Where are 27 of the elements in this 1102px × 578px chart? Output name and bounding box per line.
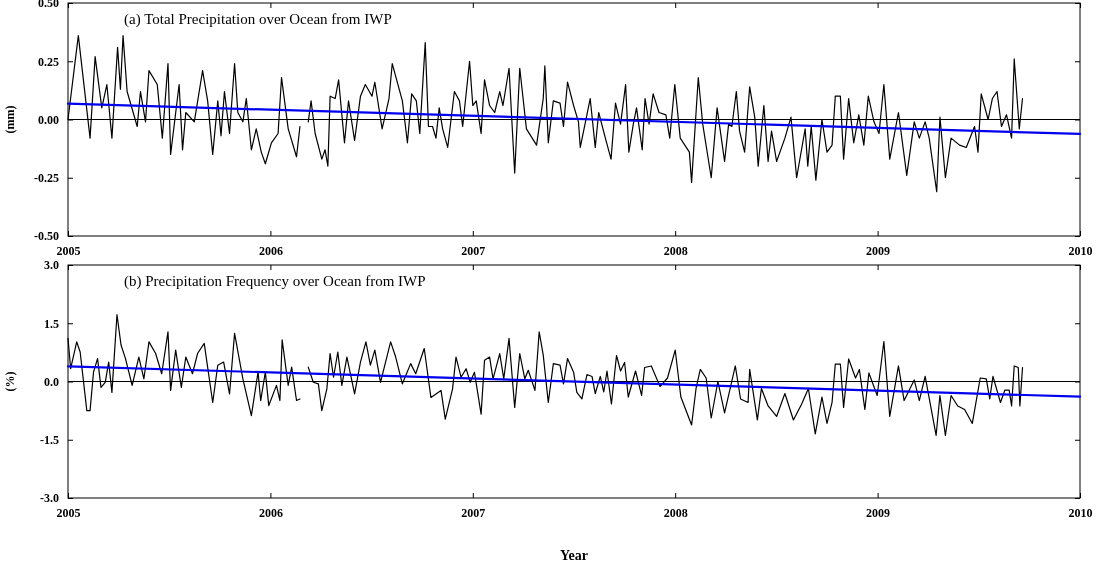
x-tick-label: 2009	[866, 243, 891, 258]
x-tick-label: 2009	[866, 505, 891, 520]
y-tick-label: -0.25	[34, 171, 59, 186]
y-tick-label: 0.25	[38, 54, 59, 69]
x-tick-label: 2006	[258, 243, 283, 258]
y-tick-label: 0.0	[44, 374, 59, 389]
x-tick-label: 2006	[258, 505, 283, 520]
y-tick-label: 0.00	[38, 112, 59, 127]
text: (a) Total Precipitation over Ocean from IWP	[124, 11, 392, 28]
y-tick-label: 3.0	[44, 258, 59, 273]
y-tick-label: 0.50	[38, 0, 59, 11]
x-tick-label: 2005	[56, 243, 81, 258]
x-tick-label: 2010	[1068, 243, 1093, 258]
x-axis-title: Year	[560, 548, 588, 563]
x-tick-label: 2007	[461, 243, 486, 258]
y-axis-title: (mm)	[3, 105, 17, 134]
x-tick-label: 2008	[663, 505, 688, 520]
y-axis-title: (%)	[3, 371, 17, 392]
y-tick-label: 1.5	[44, 316, 59, 331]
x-tick-label: 2007	[461, 505, 486, 520]
y-tick-label: -1.5	[40, 433, 59, 448]
y-tick-label: -3.0	[40, 491, 59, 506]
x-tick-label: 2005	[56, 505, 81, 520]
x-tick-label: 2010	[1068, 505, 1093, 520]
x-tick-label: 2008	[663, 243, 688, 258]
text: (b) Precipitation Frequency over Ocean from IWP	[124, 273, 426, 290]
y-tick-label: -0.50	[34, 229, 59, 244]
